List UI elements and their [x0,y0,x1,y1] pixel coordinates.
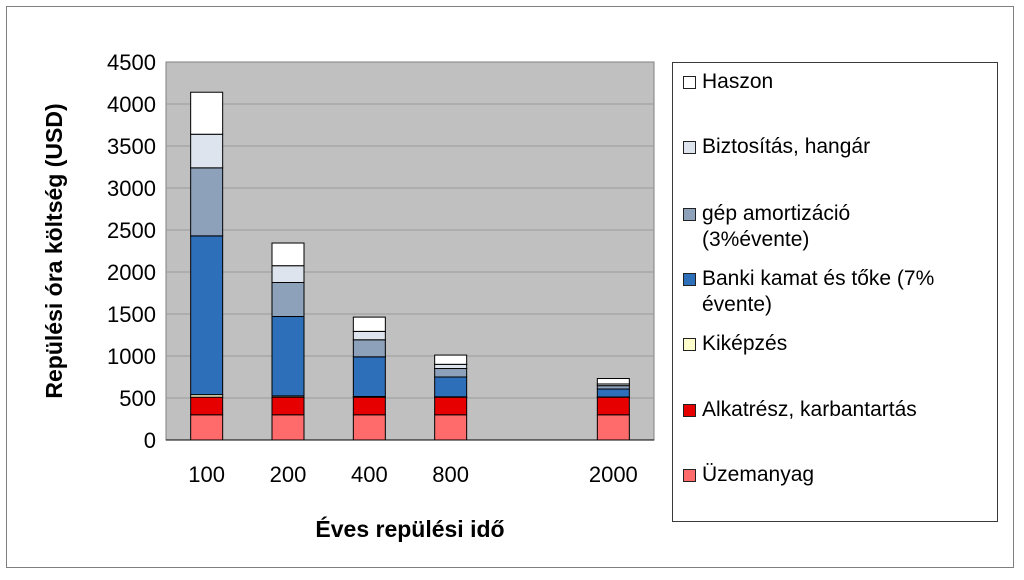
legend-item-amortizacio: gép amortizáció (3%évente) [683,201,993,253]
legend-swatch-alkatresz [683,404,696,417]
bar-segment [434,396,468,416]
bar-segment [271,316,305,397]
x-tick-label: 100 [188,462,225,487]
legend-item-biztositas: Biztosítás, hangár [683,134,993,160]
y-tick-label: 0 [144,428,156,453]
bar-segment [190,414,224,441]
bar-segment [596,388,630,398]
x-tick-labels: 100 200 400 800 2000 [188,462,638,487]
bar-segment [190,91,224,135]
bar-segment [352,339,386,358]
y-tick-label: 500 [119,386,156,411]
y-tick-label: 4500 [107,50,156,75]
legend-label: Haszon [702,70,774,93]
legend-label: Alkatrész, karbantartás [702,398,917,421]
bar-segment [596,378,630,385]
x-tick-label: 800 [432,462,469,487]
bar-segment [190,167,224,237]
bar-segment [352,316,386,332]
bar-segment [271,414,305,441]
legend-swatch-haszon [683,76,696,89]
x-tick-label: 200 [270,462,307,487]
legend-label: Biztosítás, hangár [702,135,871,158]
x-axis-label: Éves repülési idő [315,515,504,542]
bar-segment [596,385,630,390]
bar-segment [434,368,468,378]
y-tick-label: 4000 [107,92,156,117]
bar-segment [271,282,305,318]
y-tick-label: 2000 [107,260,156,285]
y-tick-label: 2500 [107,218,156,243]
legend-swatch-uzemanyag [683,469,696,482]
bar-segment [190,235,224,396]
y-tick-label: 3500 [107,134,156,159]
bar-segment [271,265,305,284]
bar-segment [190,133,224,169]
legend-item-alkatresz: Alkatrész, karbantartás [683,397,993,423]
plot-area [165,61,655,441]
bar-segment [434,354,468,365]
bar-segment [434,414,468,441]
bar-segment [352,396,386,416]
legend-label: Banki kamat és tőke (7% évente) [702,267,935,316]
legend: Haszon Biztosítás, hangár gép amortizáci… [672,62,998,522]
x-tick-label: 2000 [589,462,638,487]
bar-segment [352,330,386,341]
bar-segment [271,396,305,416]
legend-label: gép amortizáció (3%évente) [702,202,851,251]
bar-segment [434,363,468,370]
bar-segment [434,376,468,398]
legend-swatch-amortizacio [683,208,696,221]
bar-segment [596,414,630,441]
bar-segment [271,242,305,267]
y-tick-label: 1000 [107,344,156,369]
bars [190,91,630,441]
legend-item-banki-kamat: Banki kamat és tőke (7% évente) [683,266,993,318]
bar-segment [352,356,386,397]
gridlines [166,103,654,399]
legend-item-haszon: Haszon [683,69,993,95]
legend-swatch-banki-kamat [683,273,696,286]
legend-label: Üzemanyag [702,463,815,486]
bar-segment [596,396,630,416]
bar-segment [190,396,224,416]
y-axis-label: Repülési óra költség (USD) [41,103,67,398]
bar-segment [352,414,386,441]
y-tick-labels: 0 500 1000 1500 2000 2500 3000 3500 4000 4500 [107,50,156,453]
legend-item-kikepzes: Kiképzés [683,331,993,357]
y-tick-label: 1500 [107,302,156,327]
y-tick-label: 3000 [107,176,156,201]
x-tick-label: 400 [351,462,388,487]
legend-swatch-kikepzes [683,338,696,351]
legend-swatch-biztositas [683,141,696,154]
legend-item-uzemanyag: Üzemanyag [683,462,993,488]
legend-label: Kiképzés [702,332,788,355]
